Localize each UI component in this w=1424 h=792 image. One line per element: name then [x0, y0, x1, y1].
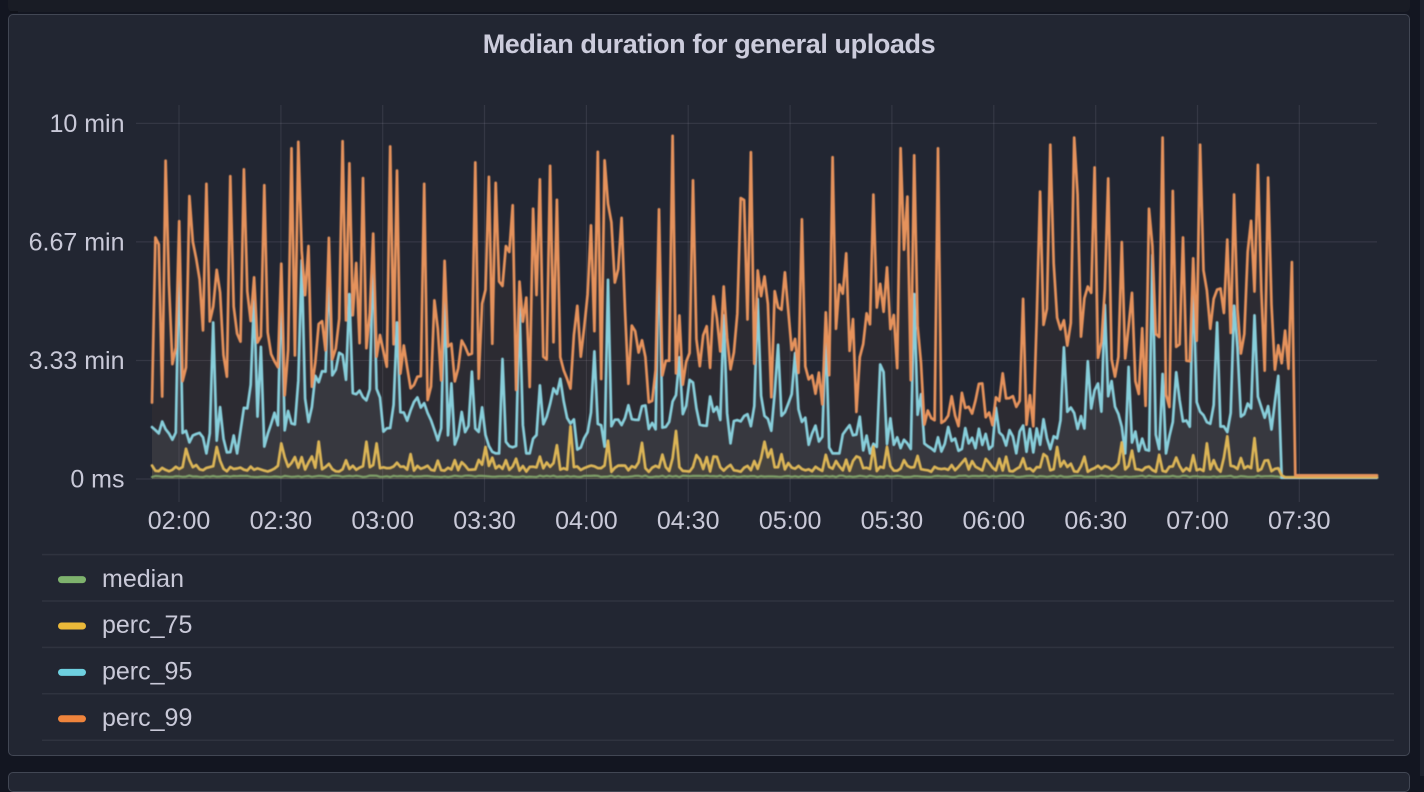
svg-text:07:00: 07:00 [1166, 507, 1229, 535]
svg-text:02:30: 02:30 [250, 507, 313, 535]
svg-text:03:30: 03:30 [453, 507, 516, 535]
svg-text:3.33 min: 3.33 min [29, 347, 125, 375]
svg-text:10 min: 10 min [49, 110, 124, 138]
svg-text:perc_75: perc_75 [102, 611, 192, 639]
svg-text:05:00: 05:00 [759, 507, 822, 535]
svg-text:0 ms: 0 ms [70, 466, 124, 494]
svg-text:perc_99: perc_99 [102, 704, 192, 732]
svg-text:04:30: 04:30 [657, 507, 720, 535]
svg-text:04:00: 04:00 [555, 507, 618, 535]
svg-text:03:00: 03:00 [351, 507, 414, 535]
svg-text:06:30: 06:30 [1064, 507, 1127, 535]
svg-text:median: median [102, 565, 184, 593]
svg-text:06:00: 06:00 [963, 507, 1026, 535]
svg-text:05:30: 05:30 [861, 507, 924, 535]
svg-text:perc_95: perc_95 [102, 658, 192, 686]
svg-text:07:30: 07:30 [1268, 507, 1331, 535]
svg-text:02:00: 02:00 [148, 507, 211, 535]
svg-text:Median duration for general up: Median duration for general uploads [483, 29, 936, 59]
svg-text:6.67 min: 6.67 min [29, 228, 125, 256]
